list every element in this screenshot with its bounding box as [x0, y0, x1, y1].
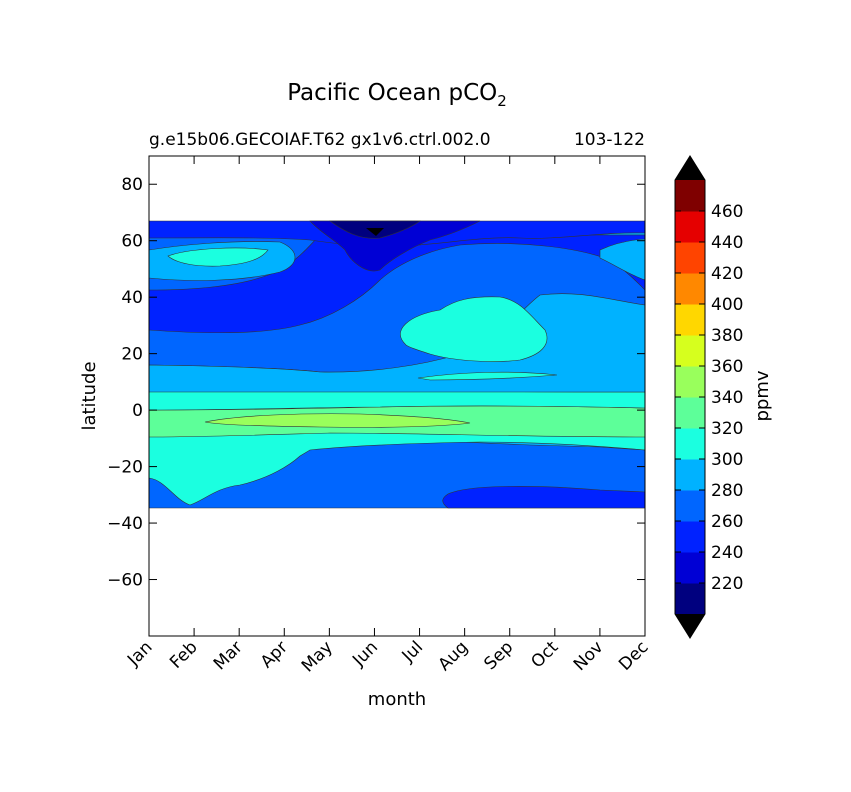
x-tick-label: Feb — [166, 637, 201, 672]
x-tick-label: Nov — [570, 637, 608, 675]
colorbar-segment — [675, 211, 705, 243]
contour-band-lowest — [366, 228, 384, 236]
y-tick-label: −60 — [107, 571, 143, 591]
contour-band-280-300-right — [599, 238, 645, 281]
contour-band-340-360 — [204, 413, 471, 428]
x-tick-label: Aug — [435, 637, 473, 675]
chart-title-subscript: 2 — [497, 92, 507, 110]
colorbar-segment — [675, 521, 705, 553]
colorbar-segment — [675, 583, 705, 615]
y-axis: 80 60 40 20 0 −20 −40 −60 — [107, 175, 645, 591]
x-tick-label: Dec — [615, 637, 652, 674]
y-tick-label: 20 — [121, 345, 143, 365]
colorbar-segment — [675, 242, 705, 274]
colorbar-tick-label: 380 — [711, 326, 743, 346]
colorbar: 220 240 260 280 300 320 340 360 380 400 420 440 460 — [674, 155, 743, 639]
colorbar-tick-label: 320 — [711, 419, 743, 439]
x-tick-label: Jan — [123, 637, 156, 670]
colorbar-tick-label: 420 — [711, 264, 743, 284]
contour-fill — [149, 220, 645, 509]
colorbar-segment — [675, 490, 705, 522]
colorbar-tick-label: 300 — [711, 450, 743, 470]
colorbar-segment — [675, 304, 705, 336]
y-tick-label: −40 — [107, 514, 143, 534]
contour-band-300-320-summer — [400, 296, 548, 362]
x-tick-label: Mar — [210, 637, 247, 674]
y-tick-label: 80 — [121, 175, 143, 195]
colorbar-tick-label: 240 — [711, 543, 743, 563]
colorbar-tick-label: 340 — [711, 388, 743, 408]
y-tick-label: 0 — [132, 401, 143, 421]
colorbar-extend-max — [675, 156, 705, 180]
chart-title: Pacific Ocean pCO2 — [287, 80, 507, 110]
colorbar-segment — [675, 366, 705, 398]
x-tick-label: Sep — [480, 637, 517, 674]
colorbar-segment — [675, 397, 705, 429]
contour-band-300-320-high — [167, 247, 269, 267]
colorbar-extend-min — [675, 614, 705, 638]
colorbar-tick-label: 260 — [711, 512, 743, 532]
x-tick-label: Jun — [348, 637, 382, 671]
plot-frame — [148, 155, 646, 637]
colorbar-tick-label: 440 — [711, 233, 743, 253]
colorbar-tick-label: 280 — [711, 481, 743, 501]
colorbar-outline — [674, 155, 706, 639]
x-tick-label: Oct — [527, 637, 562, 672]
colorbar-tick-label: 460 — [711, 202, 743, 222]
colorbar-tick-label: 400 — [711, 295, 743, 315]
y-axis-label: latitude — [79, 361, 100, 430]
y-tick-label: 40 — [121, 288, 143, 308]
colorbar-segment — [675, 273, 705, 305]
colorbar-tick-label: 220 — [711, 574, 743, 594]
colorbar-segment — [675, 180, 705, 212]
chart-subtitle-right: 103-122 — [574, 130, 645, 150]
colorbar-segment — [675, 459, 705, 491]
chart-subtitle-left: g.e15b06.GECOIAF.T62 gx1v6.ctrl.002.0 — [149, 130, 491, 150]
chart-title-main: Pacific Ocean pCO — [287, 80, 497, 106]
colorbar-segment — [675, 428, 705, 460]
colorbar-tick-label: 360 — [711, 357, 743, 377]
x-tick-label: Jul — [398, 637, 427, 666]
x-axis-label: month — [368, 689, 426, 710]
x-tick-label: Apr — [257, 637, 292, 672]
colorbar-label: ppmv — [752, 370, 773, 421]
colorbar-segment — [675, 335, 705, 367]
y-tick-label: 60 — [121, 232, 143, 252]
contour-band-240-260-south — [442, 486, 645, 509]
colorbar-segment — [675, 552, 705, 584]
x-tick-label: May — [298, 637, 337, 676]
contour-band-300-320-sliver — [417, 371, 558, 381]
y-tick-label: −20 — [107, 458, 143, 478]
